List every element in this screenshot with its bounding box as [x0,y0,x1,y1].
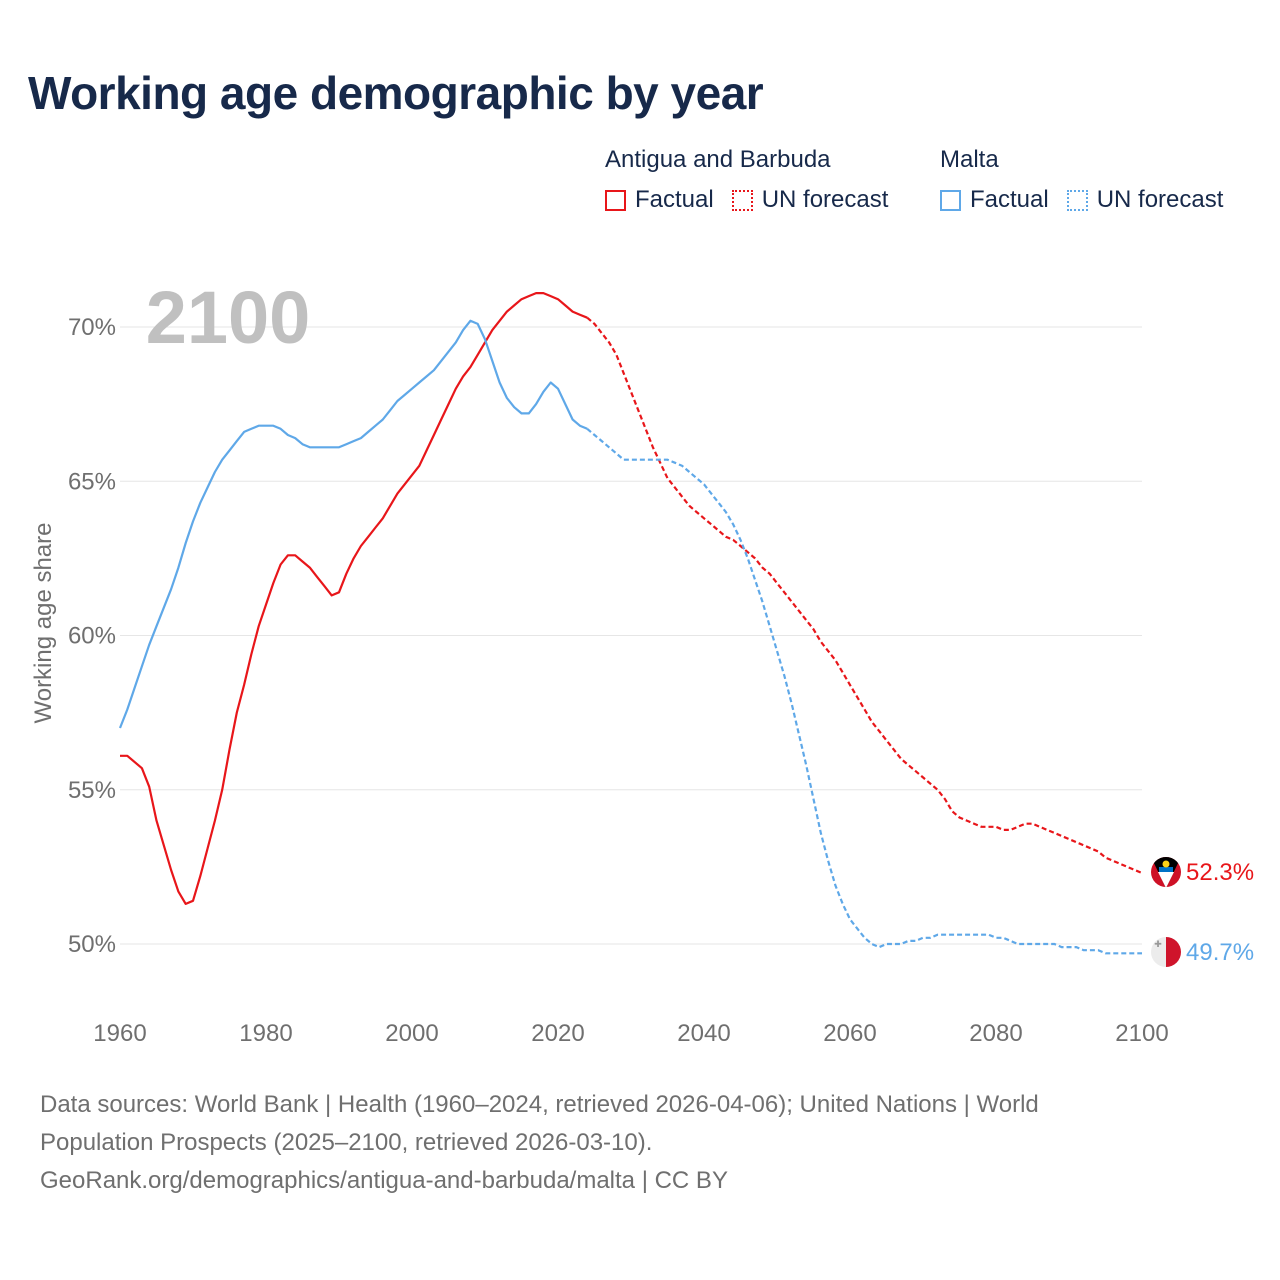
legend-swatch-dotted [731,189,753,211]
legend-label: Factual [635,186,714,213]
y-tick-label: 70% [68,314,116,341]
x-tick-label: 1960 [93,1020,146,1047]
antigua-flag-icon [1151,857,1181,887]
y-tick-label: 50% [68,931,116,958]
y-tick-label: 60% [68,623,116,650]
chart-title: Working age demographic by year [28,67,764,119]
x-tick-label: 2060 [823,1020,876,1047]
legend-swatch-solid [605,189,626,211]
series-line-antigua-factual [120,292,588,905]
footer-line: GeoRank.org/demographics/antigua-and-bar… [40,1167,728,1194]
y-tick-label: 55% [68,777,116,804]
series-line-malta-forecast [586,427,1142,955]
legend-label: UN forecast [761,186,889,213]
legend-item-factual[interactable]: Factual [940,186,1049,214]
y-axis-ticks: 50% 55% 60% 65% 70% [68,314,116,958]
x-tick-label: 2040 [677,1020,730,1047]
footer-line: Population Prospects (2025–2100, retriev… [40,1129,653,1156]
legend-label: Factual [970,186,1049,213]
legend-group-name: Malta [940,146,999,173]
legend-item-factual[interactable]: Factual [605,186,714,214]
legend-swatch-dotted [1066,189,1088,211]
line-chart: 2100 Working age share 50% 55% 60% 65% 70% 1… [30,276,1254,1047]
legend-item-forecast[interactable]: UN forecast [731,186,889,214]
legend-label: UN forecast [1096,186,1224,213]
x-tick-label: 1980 [239,1020,292,1047]
gridlines [120,326,1142,945]
series-lines [118,292,1143,955]
y-tick-label: 65% [68,468,116,495]
svg-text:✚: ✚ [1154,940,1162,950]
end-label-antigua: 52.3% [1186,859,1254,886]
x-tick-label: 2100 [1115,1020,1168,1047]
x-tick-label: 2080 [969,1020,1022,1047]
series-line-antigua-forecast [586,316,1143,875]
year-watermark: 2100 [146,276,311,359]
series-line-malta-factual [118,319,588,729]
x-tick-label: 2000 [385,1020,438,1047]
x-tick-label: 2020 [531,1020,584,1047]
footer-line: Data sources: World Bank | Health (1960–… [40,1091,1039,1118]
legend-group-antigua: Antigua and Barbuda Factual UN forecast [605,146,906,214]
malta-flag-icon: ✚ [1151,937,1181,967]
x-axis-ticks: 1960 1980 2000 2020 2040 2060 2080 2100 [93,1020,1168,1047]
legend-swatch-solid [940,189,961,211]
legend-group-name: Antigua and Barbuda [605,146,831,173]
legend-group-malta: Malta Factual UN forecast [940,146,1241,214]
end-label-malta: 49.7% [1186,939,1254,966]
data-sources-footer: Data sources: World Bank | Health (1960–… [40,1086,1230,1200]
y-axis-label: Working age share [30,523,57,724]
legend-item-forecast[interactable]: UN forecast [1066,186,1224,214]
